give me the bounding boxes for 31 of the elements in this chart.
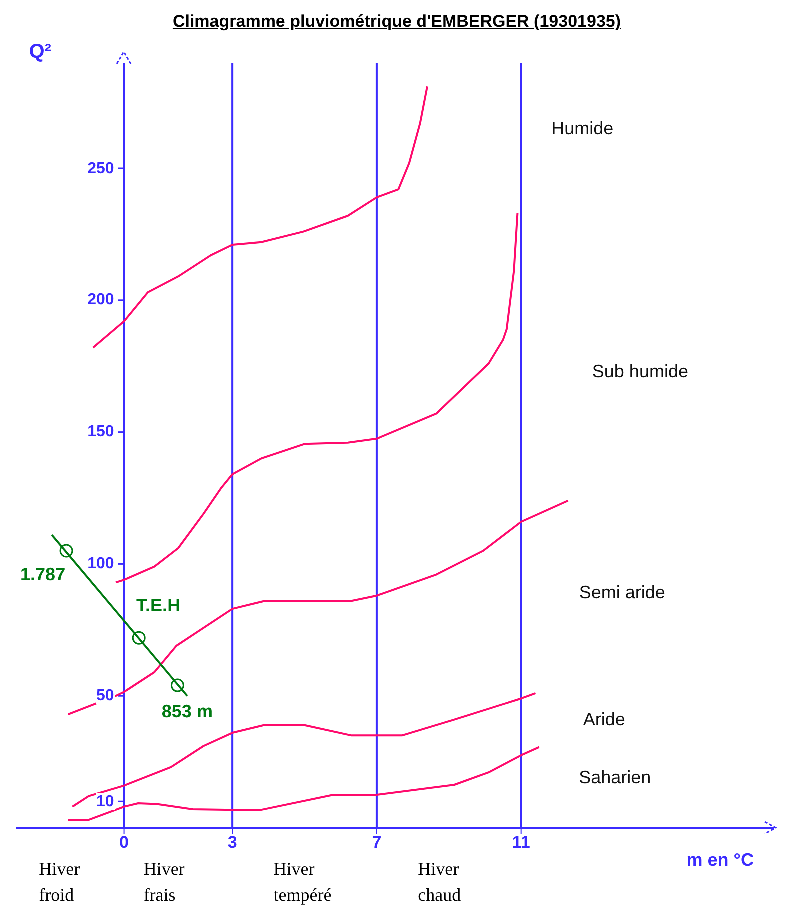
line-series <box>67 500 570 716</box>
text: Hiver tempéré <box>274 859 332 905</box>
y-tick-label: 150 <box>86 424 116 441</box>
annotation: Sub humide <box>592 361 688 382</box>
y-axis-title: Q² <box>29 41 52 63</box>
line-series <box>67 746 540 822</box>
text: Hiver chaud <box>418 859 462 905</box>
point <box>60 544 74 558</box>
point <box>132 631 146 645</box>
text: Hiver froid <box>39 859 80 905</box>
y-tick-label: 100 <box>86 556 116 573</box>
line-series <box>114 212 519 584</box>
chart-title: Climagramme pluviométrique d'EMBERGER (19301935) <box>172 12 622 31</box>
annotation: 853 m <box>162 701 213 722</box>
point <box>170 678 184 692</box>
y-tick-label: 50 <box>96 688 116 705</box>
y-tick-label: 10 <box>96 793 116 810</box>
x-tick-label: 3 <box>228 833 238 852</box>
x-tick-label: 11 <box>512 833 530 852</box>
annotation: 1.787 <box>20 564 66 584</box>
text: Hiver frais <box>144 859 185 905</box>
x-axis-title: m en °C <box>686 850 754 870</box>
annotation: Saharien <box>579 767 652 788</box>
annotation: Semi aride <box>579 582 666 603</box>
annotation: Humide <box>552 118 614 138</box>
y-tick-label: 200 <box>86 292 116 309</box>
x-tick-label: 0 <box>120 833 130 852</box>
annotation: Aride <box>583 709 626 730</box>
annotation: T.E.H <box>136 596 181 616</box>
y-tick-label: 250 <box>86 160 116 178</box>
x-tick-label: 7 <box>372 833 382 852</box>
